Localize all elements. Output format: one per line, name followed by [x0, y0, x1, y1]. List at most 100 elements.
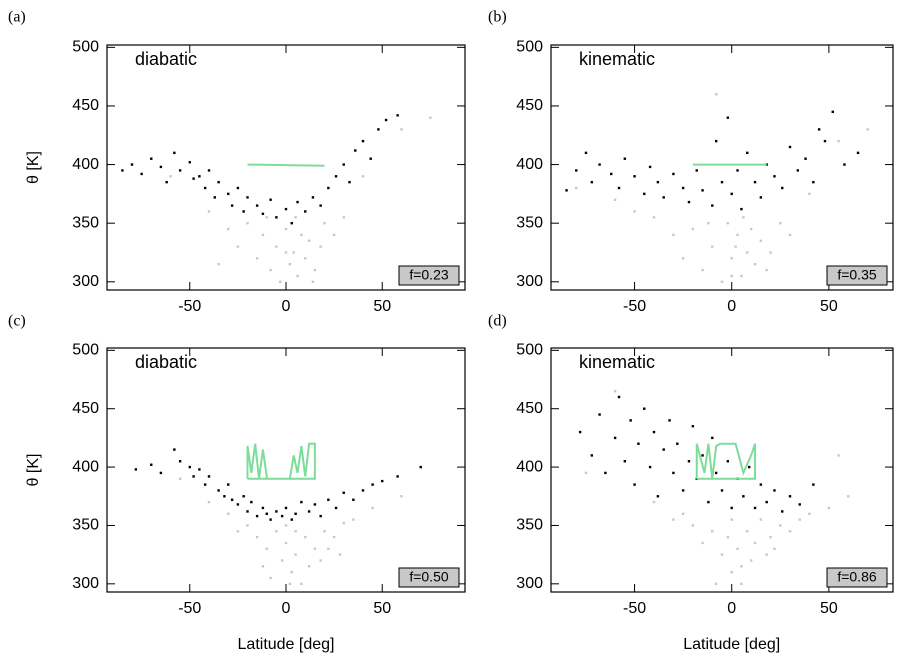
point	[720, 553, 724, 556]
point	[714, 139, 718, 143]
point	[396, 475, 399, 478]
point	[217, 489, 220, 492]
point	[749, 559, 753, 562]
point	[265, 216, 268, 219]
point	[578, 430, 582, 434]
region-outline	[246, 442, 316, 480]
point	[352, 518, 355, 521]
y-tick-label: 350	[72, 214, 99, 231]
point	[284, 251, 288, 254]
point	[134, 468, 138, 471]
y-tick-label: 300	[72, 575, 99, 592]
point	[159, 165, 163, 169]
point	[827, 506, 831, 510]
region-outline	[695, 442, 757, 480]
point	[720, 489, 724, 492]
point	[837, 139, 840, 143]
point	[740, 274, 743, 278]
point	[178, 477, 182, 480]
point	[319, 514, 322, 518]
point	[773, 175, 776, 178]
point	[323, 530, 326, 533]
point	[342, 521, 345, 525]
point	[338, 553, 342, 556]
point	[265, 512, 268, 515]
x-tick-label: 50	[820, 298, 838, 315]
point	[643, 192, 646, 196]
point	[804, 157, 807, 160]
badge: f=0.23	[409, 267, 449, 283]
point	[203, 483, 207, 486]
point	[742, 495, 745, 498]
point	[236, 503, 240, 506]
point	[643, 407, 646, 410]
point	[730, 274, 733, 278]
point	[726, 460, 730, 463]
point	[730, 192, 733, 196]
point	[429, 116, 432, 119]
point	[294, 553, 297, 556]
point	[730, 570, 733, 574]
point	[812, 483, 815, 486]
point	[319, 245, 322, 248]
point	[720, 180, 724, 184]
point	[843, 163, 846, 166]
point	[236, 245, 240, 248]
point	[736, 169, 739, 172]
point	[662, 448, 665, 451]
point	[613, 389, 617, 393]
x-tick-label: 0	[727, 298, 736, 315]
point	[652, 500, 656, 504]
point	[707, 500, 710, 504]
point	[396, 114, 399, 117]
point	[672, 172, 675, 176]
point	[227, 192, 230, 196]
y-tick-label: 300	[516, 273, 543, 290]
annotation: diabatic	[135, 49, 197, 69]
point	[765, 500, 768, 504]
point	[648, 465, 652, 469]
point	[334, 175, 338, 178]
point	[781, 510, 784, 513]
point	[746, 530, 749, 533]
point	[759, 239, 763, 242]
point	[681, 512, 685, 515]
point	[637, 442, 640, 445]
x-tick-label: 50	[373, 600, 391, 617]
point	[837, 454, 840, 457]
point	[823, 139, 827, 143]
point	[617, 395, 621, 399]
point	[633, 210, 636, 213]
badge: f=0.86	[837, 569, 877, 585]
annotation: kinematic	[579, 49, 655, 69]
point	[352, 498, 355, 501]
point	[227, 227, 230, 231]
point	[150, 463, 153, 466]
x-axis-label: Latitude [deg]	[683, 636, 780, 653]
point	[255, 257, 259, 260]
point	[714, 93, 718, 96]
point	[381, 479, 384, 483]
y-tick-label: 500	[72, 342, 99, 359]
x-tick-label: -50	[623, 600, 646, 617]
point	[720, 280, 724, 283]
point	[691, 227, 695, 231]
point	[623, 460, 627, 463]
point	[808, 192, 811, 196]
point	[633, 175, 636, 178]
point	[188, 161, 191, 164]
panel-label: (b)	[488, 9, 507, 26]
point	[307, 565, 311, 568]
point	[275, 530, 278, 533]
point	[311, 196, 315, 199]
plot-frame	[550, 347, 894, 593]
point	[294, 216, 297, 219]
point	[227, 512, 230, 515]
point	[613, 198, 617, 201]
panel-label: (c)	[8, 313, 26, 330]
point	[769, 251, 772, 254]
point	[856, 151, 860, 155]
point	[300, 500, 303, 504]
x-tick-label: -50	[178, 600, 201, 617]
point	[369, 157, 372, 160]
